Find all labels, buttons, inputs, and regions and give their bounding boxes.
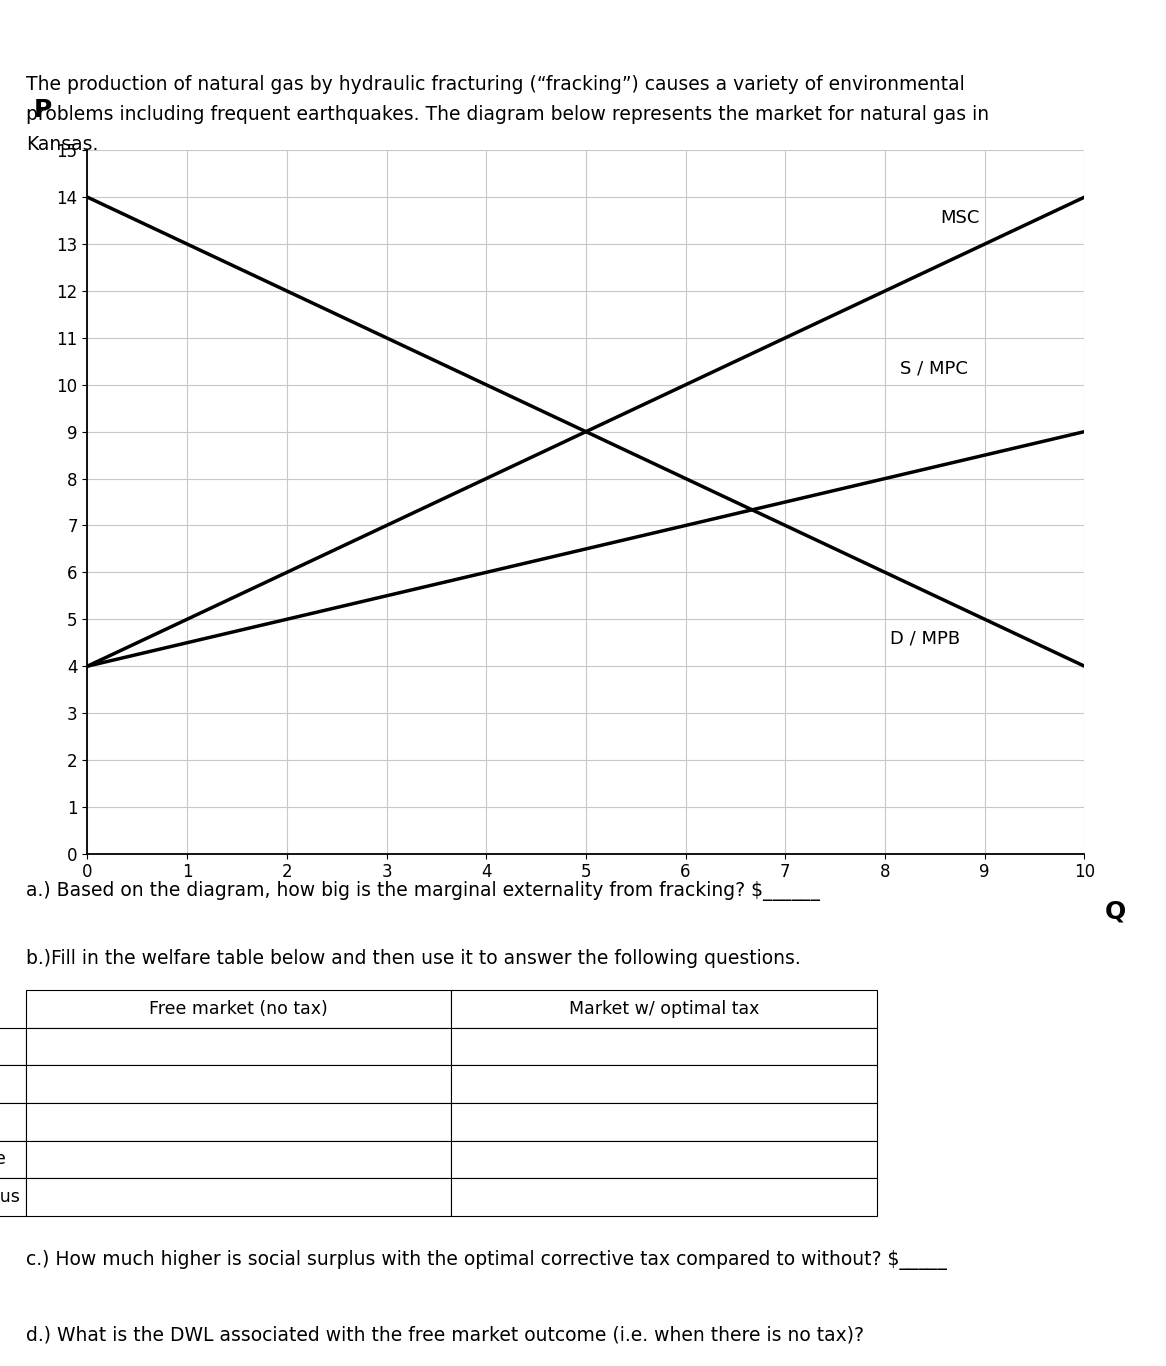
Text: a.) Based on the diagram, how big is the marginal externality from fracking? $__: a.) Based on the diagram, how big is the… xyxy=(26,881,820,902)
Text: Q: Q xyxy=(1104,899,1125,923)
Text: Kansas.: Kansas. xyxy=(26,135,98,154)
Text: P: P xyxy=(34,98,51,122)
Text: problems including frequent earthquakes. The diagram below represents the market: problems including frequent earthquakes.… xyxy=(26,105,989,124)
Text: d.) What is the DWL associated with the free market outcome (i.e. when there is : d.) What is the DWL associated with the … xyxy=(26,1325,864,1344)
Text: MSC: MSC xyxy=(940,209,979,227)
Text: D / MPB: D / MPB xyxy=(890,628,960,647)
Text: c.) How much higher is social surplus with the optimal corrective tax compared t: c.) How much higher is social surplus wi… xyxy=(26,1250,947,1270)
Text: b.)Fill in the welfare table below and then use it to answer the following quest: b.)Fill in the welfare table below and t… xyxy=(26,949,800,968)
Text: The production of natural gas by hydraulic fracturing (“fracking”) causes a vari: The production of natural gas by hydraul… xyxy=(26,75,964,94)
Text: S / MPC: S / MPC xyxy=(900,359,968,377)
